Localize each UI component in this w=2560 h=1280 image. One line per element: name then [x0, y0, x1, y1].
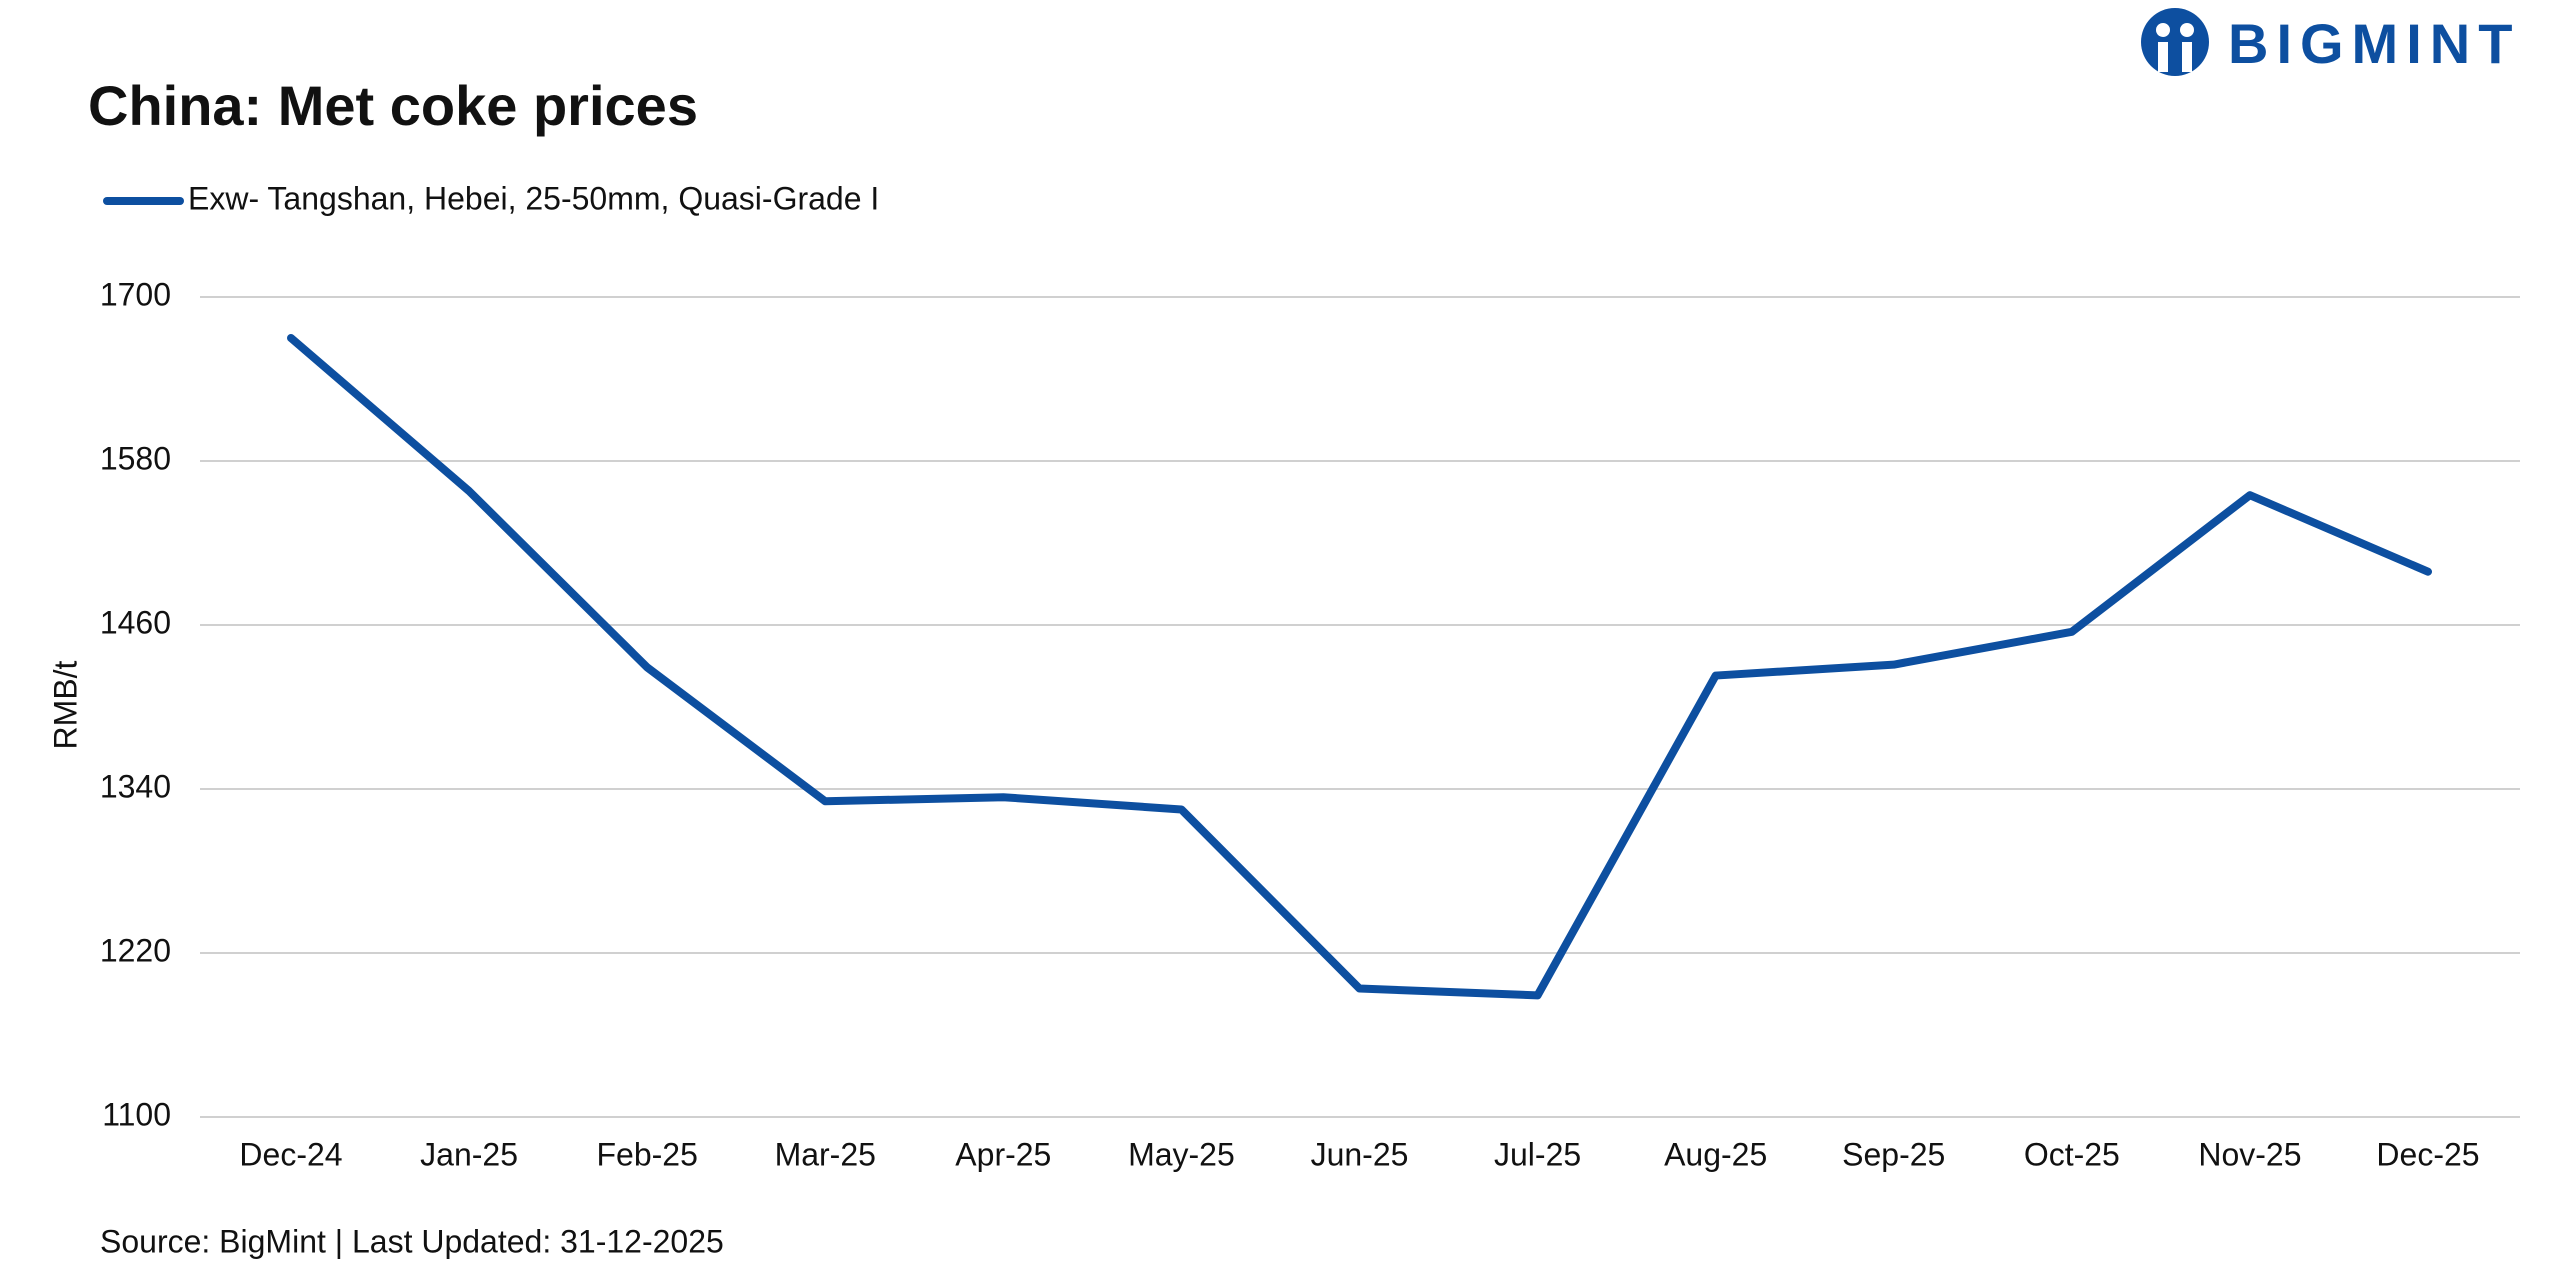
- logo-icon-dot: [2156, 23, 2170, 37]
- x-tick-label: Dec-24: [239, 1136, 342, 1172]
- x-tick-label: Aug-25: [1664, 1136, 1767, 1172]
- x-tick-label: Sep-25: [1842, 1136, 1945, 1172]
- x-tick-label: Dec-25: [2376, 1136, 2479, 1172]
- legend-label: Exw- Tangshan, Hebei, 25-50mm, Quasi-Gra…: [188, 180, 879, 216]
- y-axis-label: RMB/t: [47, 660, 83, 749]
- x-tick-label: Jul-25: [1494, 1136, 1581, 1172]
- y-tick-label: 1700: [100, 276, 171, 312]
- y-tick-label: 1460: [100, 604, 171, 640]
- y-tick-label: 1580: [100, 440, 171, 476]
- logo: BIGMINT: [2141, 8, 2520, 76]
- x-tick-label: Jun-25: [1311, 1136, 1409, 1172]
- x-tick-label: Jan-25: [420, 1136, 518, 1172]
- logo-icon: [2141, 8, 2209, 76]
- chart-title: China: Met coke prices: [88, 74, 698, 137]
- x-tick-label: Apr-25: [955, 1136, 1051, 1172]
- x-tick-label: Nov-25: [2198, 1136, 2301, 1172]
- x-tick-label: Feb-25: [596, 1136, 697, 1172]
- logo-text: BIGMINT: [2228, 12, 2520, 75]
- y-tick-label: 1340: [100, 768, 171, 804]
- x-tick-label: Oct-25: [2024, 1136, 2120, 1172]
- logo-icon-dot: [2180, 23, 2194, 37]
- source-note: Source: BigMint | Last Updated: 31-12-20…: [100, 1223, 724, 1259]
- data-line: [287, 334, 2432, 1000]
- x-tick-label: May-25: [1128, 1136, 1235, 1172]
- y-tick-label: 1100: [102, 1096, 171, 1132]
- x-tick-label: Mar-25: [775, 1136, 876, 1172]
- logo-icon-bar: [2182, 42, 2192, 72]
- y-tick-label: 1220: [100, 932, 171, 968]
- logo-icon-bar: [2158, 42, 2168, 72]
